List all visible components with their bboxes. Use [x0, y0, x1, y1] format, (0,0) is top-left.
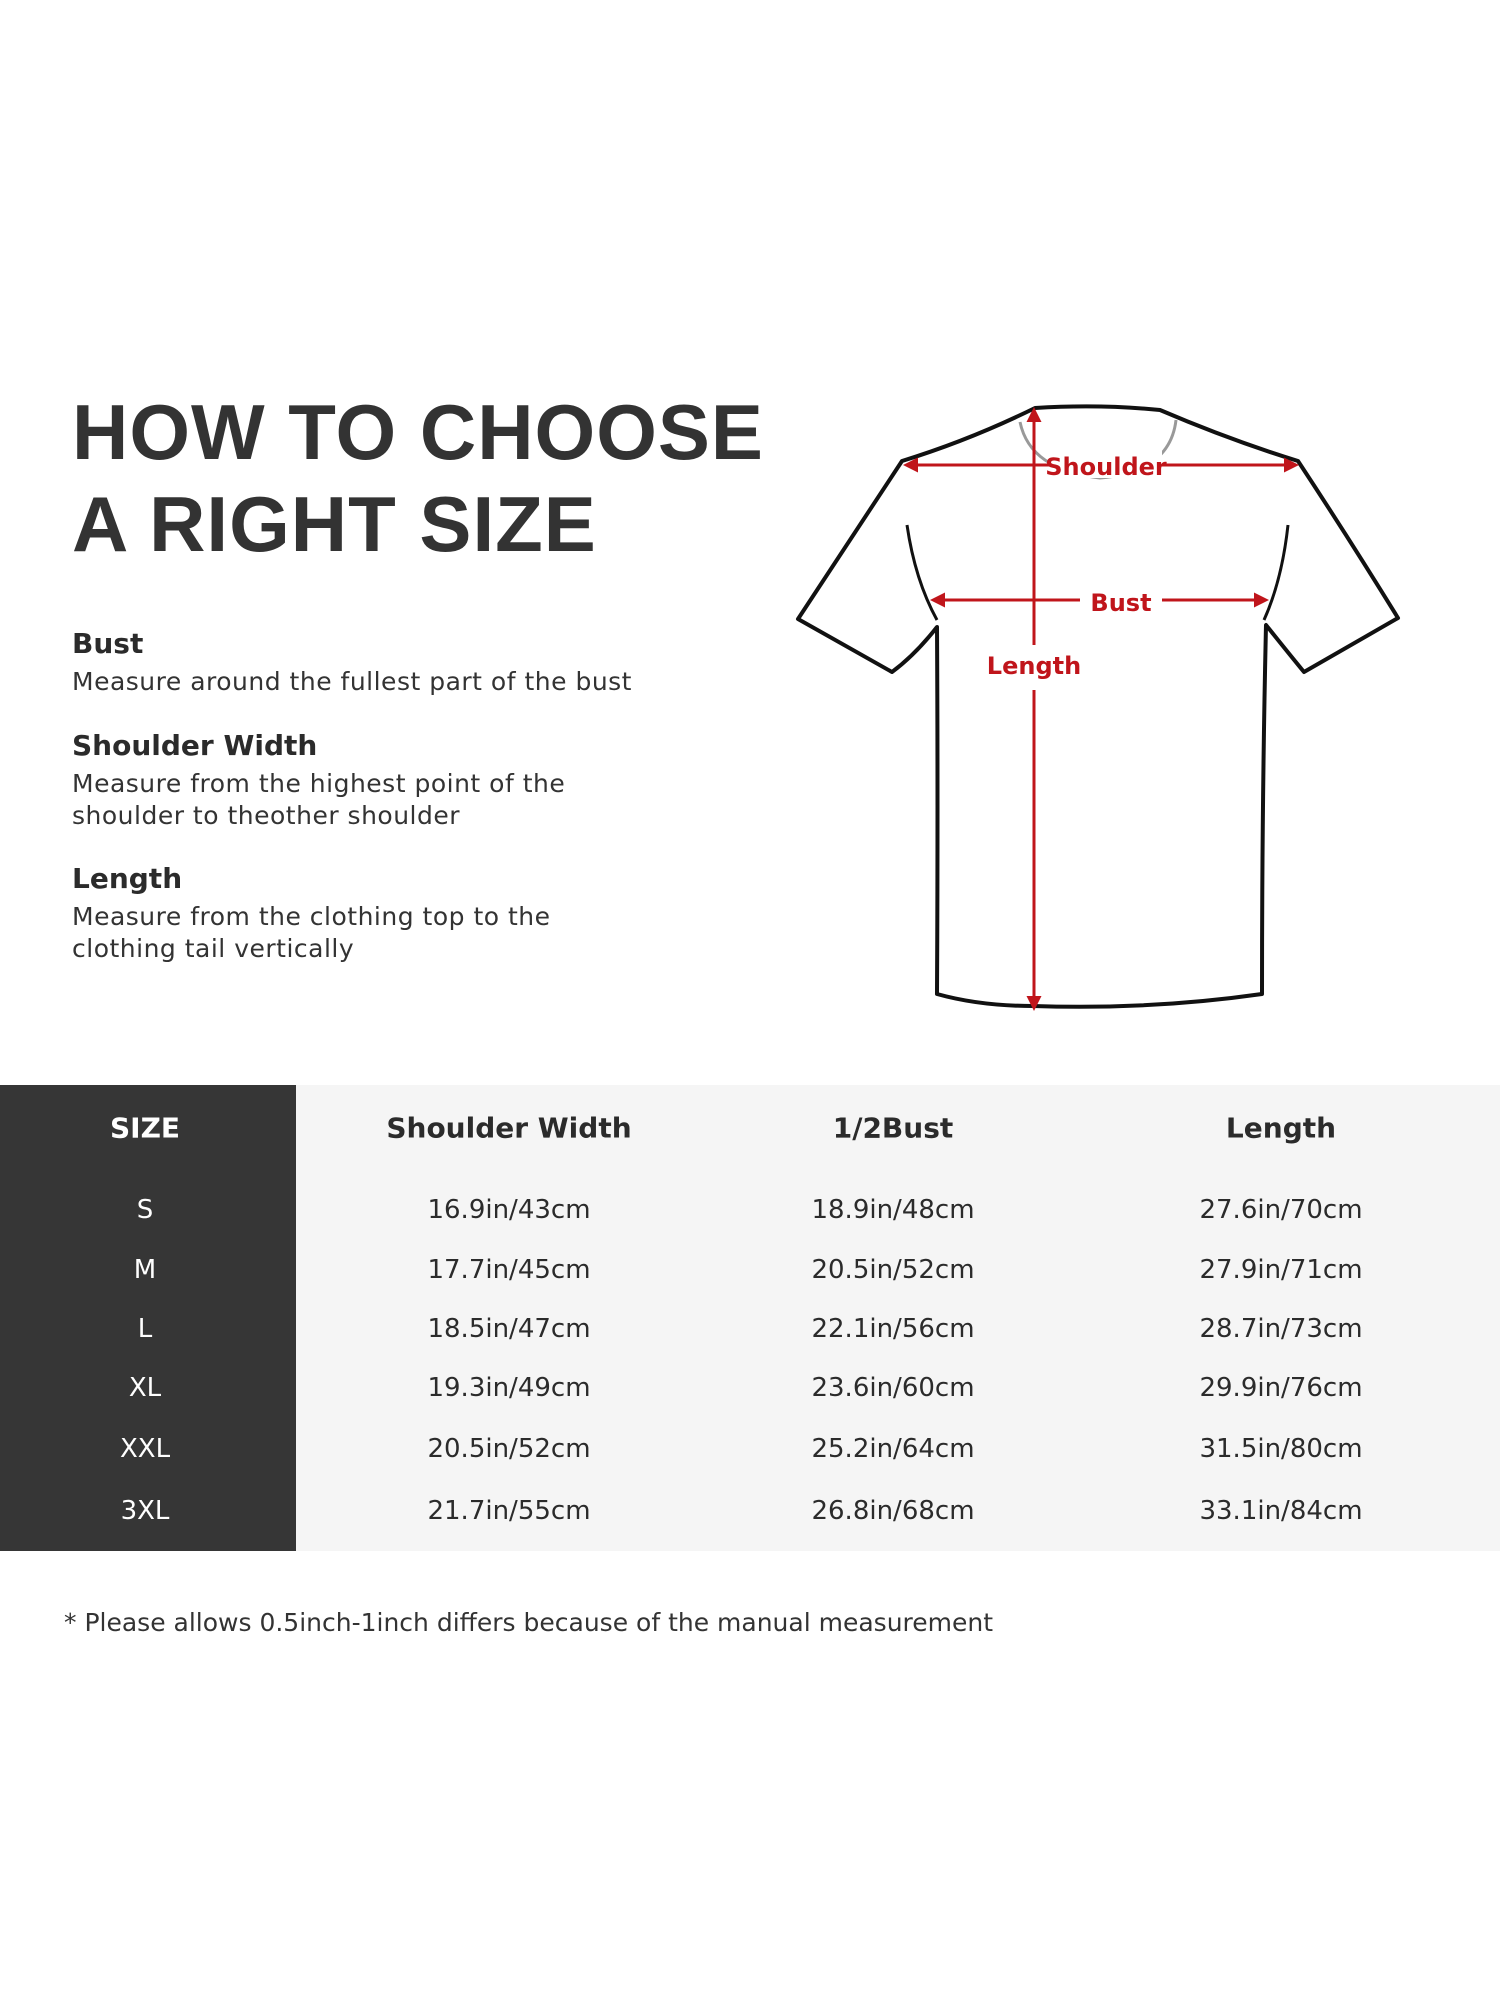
size-label: 3XL: [120, 1496, 170, 1526]
table-cell: 28.7in/73cm: [1199, 1314, 1363, 1344]
page-title: HOW TO CHOOSE A RIGHT SIZE: [72, 386, 764, 570]
length-label: Length: [987, 652, 1081, 680]
size-label: XXL: [119, 1434, 171, 1464]
table-cell: 19.3in/49cm: [427, 1373, 591, 1403]
right-seam: [1262, 524, 1290, 621]
guide-description: Measure from the highest point of the sho…: [72, 769, 566, 830]
guide-shoulder-width: Shoulder Width Measure from the highest …: [72, 728, 672, 832]
table-cell: 23.6in/60cm: [811, 1373, 975, 1403]
tshirt-diagram: Shoulder Bust Length: [796, 404, 1400, 1011]
table-cell: 20.5in/52cm: [427, 1434, 591, 1464]
left-seam: [905, 524, 939, 621]
size-label: XL: [128, 1373, 162, 1403]
guide-heading: Shoulder Width: [72, 729, 318, 762]
table-cell: 33.1in/84cm: [1199, 1496, 1363, 1526]
guide-heading: Length: [72, 862, 183, 895]
size-table: SIZE Shoulder Width 1/2Bust Length S 16.9in/4…: [0, 1085, 1500, 1551]
table-cell: 21.7in/55cm: [427, 1496, 591, 1526]
table-cell: 31.5in/80cm: [1199, 1434, 1363, 1464]
guide-description: Measure around the fullest part of the b…: [72, 667, 632, 696]
column-header: 1/2Bust: [832, 1111, 954, 1145]
table-cell: 25.2in/64cm: [811, 1434, 975, 1464]
table-cell: 17.7in/45cm: [427, 1255, 591, 1285]
column-header: Shoulder Width: [386, 1111, 632, 1145]
table-cell: 27.9in/71cm: [1199, 1255, 1363, 1285]
table-cell: 18.9in/48cm: [811, 1195, 975, 1225]
table-cell: 22.1in/56cm: [811, 1314, 975, 1344]
tshirt-outline: [796, 404, 1400, 1009]
title-line-1: HOW TO CHOOSE: [72, 388, 764, 476]
guide-bust: Bust Measure around the fullest part of …: [72, 626, 672, 698]
guide-length: Length Measure from the clothing top to …: [72, 861, 672, 965]
table-cell: 26.8in/68cm: [811, 1496, 975, 1526]
size-label: S: [136, 1195, 154, 1225]
size-label: M: [133, 1255, 157, 1285]
title-line-2: A RIGHT SIZE: [72, 480, 597, 568]
table-cell: 20.5in/52cm: [811, 1255, 975, 1285]
bust-label: Bust: [1090, 589, 1151, 617]
column-header: Length: [1225, 1111, 1337, 1145]
table-cell: 18.5in/47cm: [427, 1314, 591, 1344]
guide-description: Measure from the clothing top to the clot…: [72, 902, 551, 963]
shoulder-label: Shoulder: [1045, 453, 1167, 481]
size-label: L: [137, 1314, 153, 1344]
size-column-background: [0, 1085, 296, 1551]
column-header: SIZE: [109, 1111, 181, 1145]
guide-heading: Bust: [72, 627, 144, 660]
table-cell: 27.6in/70cm: [1199, 1195, 1363, 1225]
table-cell: 29.9in/76cm: [1199, 1373, 1363, 1403]
footnote: * Please allows 0.5inch-1inch differs be…: [64, 1608, 994, 1637]
table-cell: 16.9in/43cm: [427, 1195, 591, 1225]
